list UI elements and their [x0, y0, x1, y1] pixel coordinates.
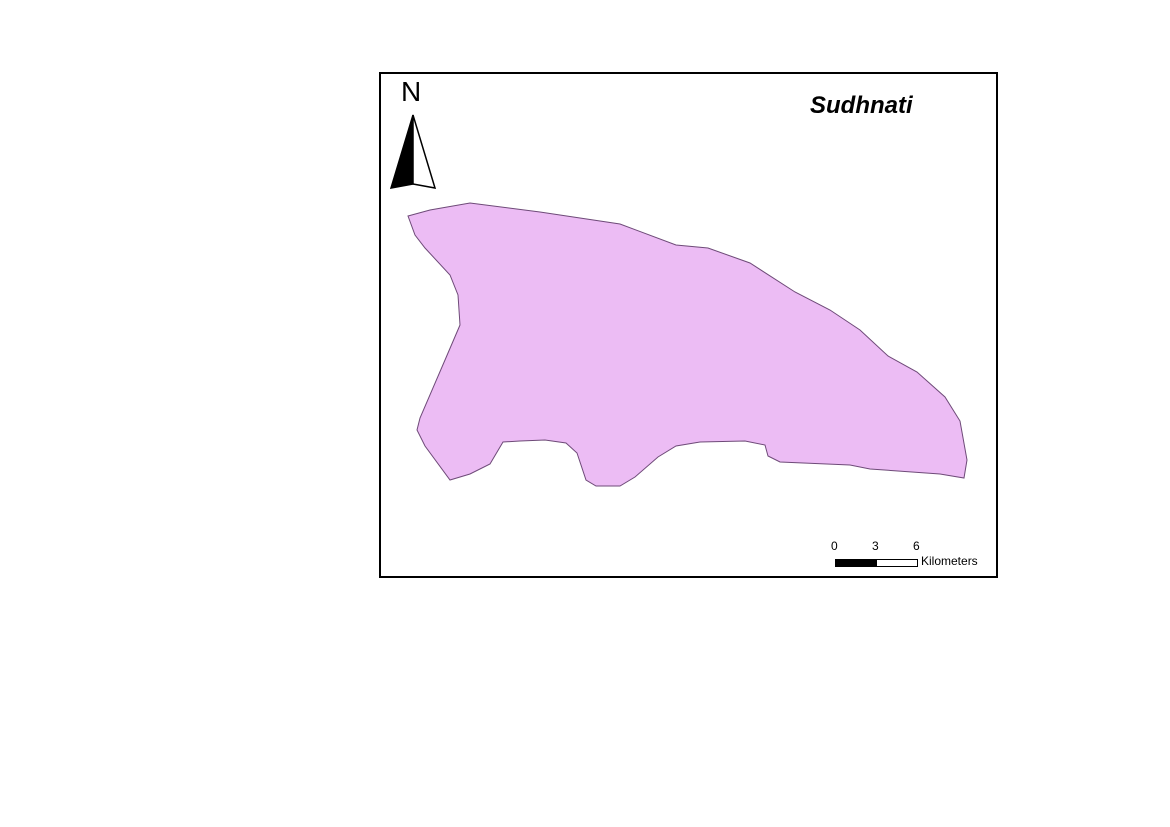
scale-bar-segment-empty	[876, 559, 918, 567]
sudhnati-region-polygon	[407, 202, 968, 487]
scale-unit-label: Kilometers	[921, 554, 978, 568]
scale-tick-0: 0	[831, 539, 838, 553]
map-frame	[379, 72, 998, 578]
scale-tick-6: 6	[913, 539, 920, 553]
scale-tick-3: 3	[872, 539, 879, 553]
scale-bar	[835, 559, 918, 567]
north-label: N	[401, 76, 422, 107]
north-arrow-icon	[389, 114, 437, 189]
map-title: Sudhnati	[810, 92, 913, 119]
scale-bar-segment-filled	[835, 559, 877, 567]
